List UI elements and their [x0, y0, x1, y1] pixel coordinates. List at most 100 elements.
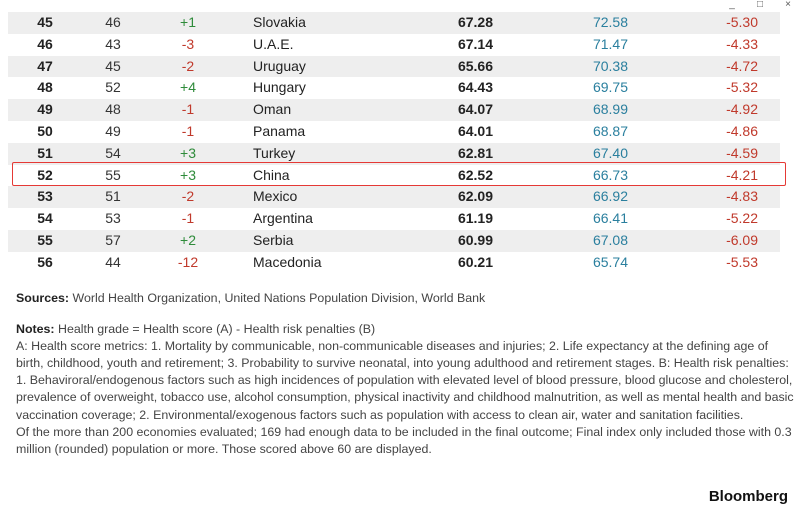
table-row: 50 49 -1 Panama 64.01 68.87 -4.86 [8, 121, 780, 143]
rank-change-cell: +3 [180, 166, 196, 183]
health-score-cell: 68.87 [592, 122, 628, 139]
country-cell: Mexico [253, 188, 298, 205]
rank-change-cell: -2 [181, 57, 195, 74]
health-score-cell: 69.75 [592, 79, 628, 96]
rank-cell: 46 [37, 35, 53, 52]
rank-change-cell: -1 [181, 210, 195, 227]
notes-label: Notes: [16, 322, 55, 337]
rank-cell: 54 [37, 210, 53, 227]
health-score-cell: 66.41 [592, 210, 628, 227]
health-grade-cell: 60.21 [457, 253, 493, 270]
previous-rank-cell: 45 [105, 57, 121, 74]
previous-rank-cell: 48 [105, 101, 121, 118]
rank-change-cell: +4 [180, 79, 196, 96]
risk-penalty-cell: -4.21 [726, 166, 758, 183]
table-row: 49 48 -1 Oman 64.07 68.99 -4.92 [8, 99, 780, 121]
previous-rank-cell: 49 [105, 122, 121, 139]
table-row: 48 52 +4 Hungary 64.43 69.75 -5.32 [8, 77, 780, 99]
rank-change-cell: -3 [181, 35, 195, 52]
previous-rank-cell: 52 [105, 79, 121, 96]
health-grade-cell: 64.07 [457, 101, 493, 118]
table-row: 53 51 -2 Mexico 62.09 66.92 -4.83 [8, 186, 780, 209]
table-row: 51 54 +3 Turkey 62.81 67.40 -4.59 [8, 142, 780, 165]
minimize-icon[interactable]: _ [729, 0, 735, 10]
health-grade-cell: 65.66 [457, 57, 493, 74]
previous-rank-cell: 44 [105, 253, 121, 270]
notes-lead: Health grade = Health score (A) - Health… [58, 322, 376, 337]
country-cell: Serbia [253, 231, 294, 248]
risk-penalty-cell: -4.72 [726, 57, 758, 74]
risk-penalty-cell: -5.32 [726, 79, 758, 96]
previous-rank-cell: 46 [105, 14, 121, 30]
health-score-cell: 71.47 [592, 35, 628, 52]
table-row: 56 44 -12 Macedonia 60.21 65.74 -5.53 [8, 252, 780, 274]
risk-penalty-cell: -5.53 [726, 253, 758, 270]
health-score-cell: 72.58 [592, 14, 628, 30]
rank-cell: 49 [37, 101, 53, 118]
rank-change-cell: -2 [181, 188, 195, 205]
notes-lead-line: Notes: Health grade = Health score (A) -… [16, 321, 796, 338]
previous-rank-cell: 43 [105, 35, 121, 52]
notes-section: Sources: World Health Organization, Unit… [16, 290, 796, 458]
previous-rank-cell: 53 [105, 210, 121, 227]
table-row: 54 53 -1 Argentina 61.19 66.41 -5.22 [8, 208, 780, 230]
country-cell: Panama [253, 122, 306, 139]
country-cell: Turkey [253, 144, 296, 161]
health-grade-cell: 60.99 [457, 231, 493, 248]
table-row: 46 43 -3 U.A.E. 67.14 71.47 -4.33 [8, 34, 780, 56]
health-grade-cell: 67.28 [457, 14, 493, 30]
risk-penalty-cell: -4.83 [726, 188, 758, 205]
health-score-cell: 68.99 [592, 101, 628, 118]
rank-change-cell: +1 [180, 14, 196, 30]
rank-cell: 47 [37, 57, 53, 74]
rank-change-cell: +3 [180, 144, 196, 161]
risk-penalty-cell: -4.59 [726, 144, 758, 161]
rank-cell: 56 [37, 253, 53, 270]
bloomberg-logo: Bloomberg [708, 488, 788, 505]
table-row: 47 45 -2 Uruguay 65.66 70.38 -4.72 [8, 55, 780, 78]
rank-cell: 51 [37, 144, 53, 161]
table-row: 52 55 +3 China 62.52 66.73 -4.21 [8, 165, 780, 187]
rank-change-cell: -12 [177, 253, 199, 270]
rank-cell: 50 [37, 122, 53, 139]
rank-change-cell: +2 [180, 231, 196, 248]
health-grade-cell: 61.19 [457, 210, 493, 227]
country-cell: U.A.E. [253, 35, 294, 52]
rank-cell: 55 [37, 231, 53, 248]
country-cell: Hungary [253, 79, 306, 96]
rank-cell: 52 [37, 166, 53, 183]
risk-penalty-cell: -4.92 [726, 101, 758, 118]
health-grade-cell: 62.09 [457, 188, 493, 205]
risk-penalty-cell: -4.33 [726, 35, 758, 52]
window-controls: _ □ × [726, 0, 794, 12]
rank-cell: 48 [37, 79, 53, 96]
health-grade-cell: 62.81 [457, 144, 493, 161]
rank-cell: 45 [37, 14, 53, 30]
rank-change-cell: -1 [181, 122, 195, 139]
table-row: 45 46 +1 Slovakia 67.28 72.58 -5.30 [8, 12, 780, 34]
health-grade-cell: 67.14 [457, 35, 493, 52]
country-cell: Oman [253, 101, 292, 118]
country-cell: Uruguay [253, 57, 306, 74]
rank-cell: 53 [37, 188, 53, 205]
risk-penalty-cell: -5.22 [726, 210, 758, 227]
notes-body: A: Health score metrics: 1. Mortality by… [16, 339, 794, 422]
health-grade-cell: 64.01 [457, 122, 493, 139]
health-score-cell: 70.38 [592, 57, 628, 74]
health-grade-cell: 62.52 [457, 166, 493, 183]
country-cell: Slovakia [253, 14, 306, 30]
country-cell: China [253, 166, 290, 183]
table-row: 55 57 +2 Serbia 60.99 67.08 -6.09 [8, 229, 780, 252]
health-score-cell: 65.74 [592, 253, 628, 270]
maximize-icon[interactable]: □ [756, 0, 764, 10]
previous-rank-cell: 55 [105, 166, 121, 183]
health-score-cell: 66.92 [592, 188, 628, 205]
country-cell: Argentina [253, 210, 313, 227]
risk-penalty-cell: -6.09 [726, 231, 758, 248]
close-icon[interactable]: × [785, 0, 791, 10]
previous-rank-cell: 51 [105, 188, 121, 205]
sources-text: World Health Organization, United Nation… [72, 291, 486, 305]
health-score-cell: 66.73 [592, 166, 628, 183]
rank-change-cell: -1 [181, 101, 195, 118]
notes-footer: Of the more than 200 economies evaluated… [16, 424, 792, 456]
